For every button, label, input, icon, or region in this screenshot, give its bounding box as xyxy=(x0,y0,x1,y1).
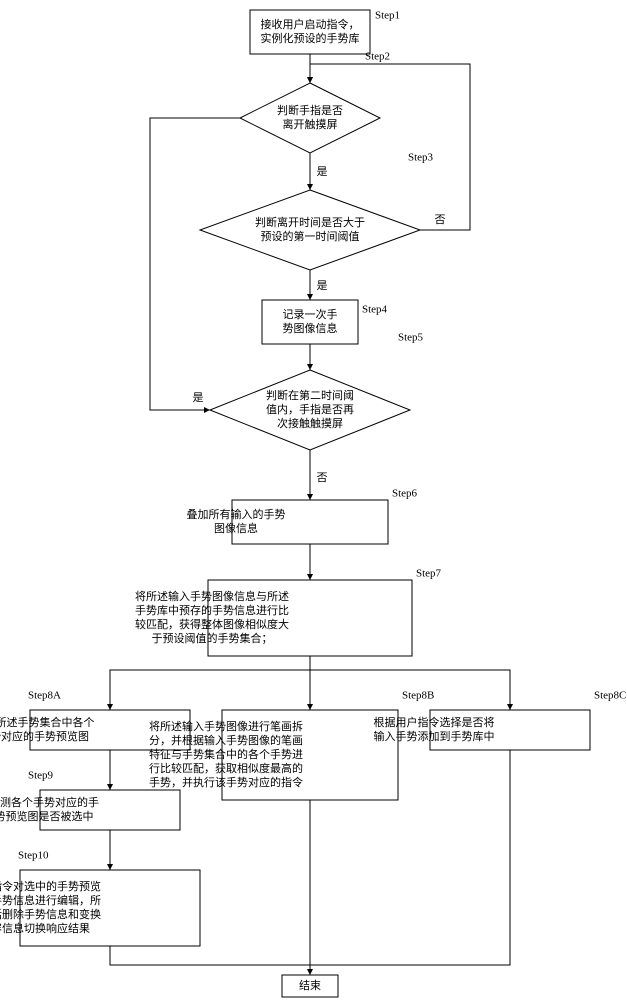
node-s5-line-1: 值内，手指是否再 xyxy=(266,402,354,416)
node-s7-line-1: 手势库中预存的手势信息进行比 xyxy=(135,603,289,617)
node-s10-line-2: 述编辑包括删除手势信息和变换 xyxy=(0,907,101,921)
flowchart-canvas: 是是否是否接收用户启动指令，实例化预设的手势库Step1判断手指是否离开触摸屏S… xyxy=(0,0,627,1000)
edge-10 xyxy=(110,670,310,710)
node-s8b-line-4: 手势，并执行该手势对应的指令 xyxy=(149,775,303,789)
node-s7-line-2: 较匹配，获得整体图像相似度大 xyxy=(135,617,289,631)
node-s6-line-0: 叠加所有输入的手势 xyxy=(187,507,286,521)
node-s10-line-1: 图对应的手势信息进行编辑，所 xyxy=(0,893,101,907)
edge-label-6: 是 xyxy=(193,391,204,404)
label-s5: Step5 xyxy=(398,332,424,344)
label-s3: Step3 xyxy=(408,152,434,164)
node-s7-line-3: 于预设阈值的手势集合； xyxy=(152,631,273,645)
node-s8a-line-0: 加载所述手势集合中各个 xyxy=(0,715,95,729)
label-s8a: Step8A xyxy=(28,690,61,702)
node-s8b-line-1: 分，并根据输入手势图像的笔画 xyxy=(149,733,303,747)
edge-14 xyxy=(110,946,310,975)
node-s8b-line-3: 行比较匹配，获取相似度最高的 xyxy=(149,761,303,775)
node-s7-line-0: 将所述输入手势图像信息与所述 xyxy=(135,589,289,603)
edge-label-1: 是 xyxy=(317,165,328,178)
node-s1-line-1: 实例化预设的手势库 xyxy=(261,31,360,45)
label-s4: Step4 xyxy=(362,304,388,316)
node-s10-line-3: 手势内容信息切换响应结果 xyxy=(0,921,90,935)
label-s8b: Step8B xyxy=(402,690,434,702)
node-s9-line-0: 监测各个手势对应的手 xyxy=(0,795,99,809)
node-s3-line-1: 预设的第一时间阈值 xyxy=(261,229,360,243)
label-s10: Step10 xyxy=(18,850,49,862)
node-s10-line-0: 根据用户指令对选中的手势预览 xyxy=(0,879,101,893)
label-s6: Step6 xyxy=(392,488,418,500)
label-s9: Step9 xyxy=(28,770,54,782)
label-s2: Step2 xyxy=(365,51,390,63)
edge-2 xyxy=(150,118,240,410)
label-s1: Step1 xyxy=(375,10,400,22)
node-s5-line-2: 次接触触摸屏 xyxy=(277,416,343,430)
edge-label-3: 是 xyxy=(317,279,328,292)
node-s8c-line-1: 输入手势添加到手势库中 xyxy=(374,729,495,743)
label-s7: Step7 xyxy=(416,568,442,580)
node-s4-line-1: 势图像信息 xyxy=(283,321,338,335)
node-s1-line-0: 接收用户启动指令， xyxy=(261,17,360,31)
node-s2-line-0: 判断手指是否 xyxy=(277,103,343,117)
edge-label-7: 否 xyxy=(317,472,328,484)
node-s5-line-0: 判断在第二时间阈 xyxy=(266,388,354,402)
node-s4-line-0: 记录一次手 xyxy=(283,307,338,321)
node-s8c-line-0: 根据用户指令选择是否将 xyxy=(374,715,495,729)
node-s8b-line-0: 将所述输入手势图像进行笔画拆 xyxy=(149,719,303,733)
node-s2-line-1: 离开触摸屏 xyxy=(283,117,338,131)
node-s6-line-1: 图像信息 xyxy=(214,521,258,535)
node-s8b-line-2: 特征与手势集合中的各个手势进 xyxy=(149,747,303,761)
node-s9-line-1: 势预览图是否被选中 xyxy=(0,809,94,823)
node-end-line-0: 结束 xyxy=(299,979,321,992)
edge-label-4: 否 xyxy=(435,214,446,226)
node-s3-line-0: 判断离开时间是否大于 xyxy=(255,215,365,229)
label-s8c: Step8C xyxy=(594,690,626,702)
node-s8a-line-1: 手势对应的手势预览图 xyxy=(0,729,89,743)
